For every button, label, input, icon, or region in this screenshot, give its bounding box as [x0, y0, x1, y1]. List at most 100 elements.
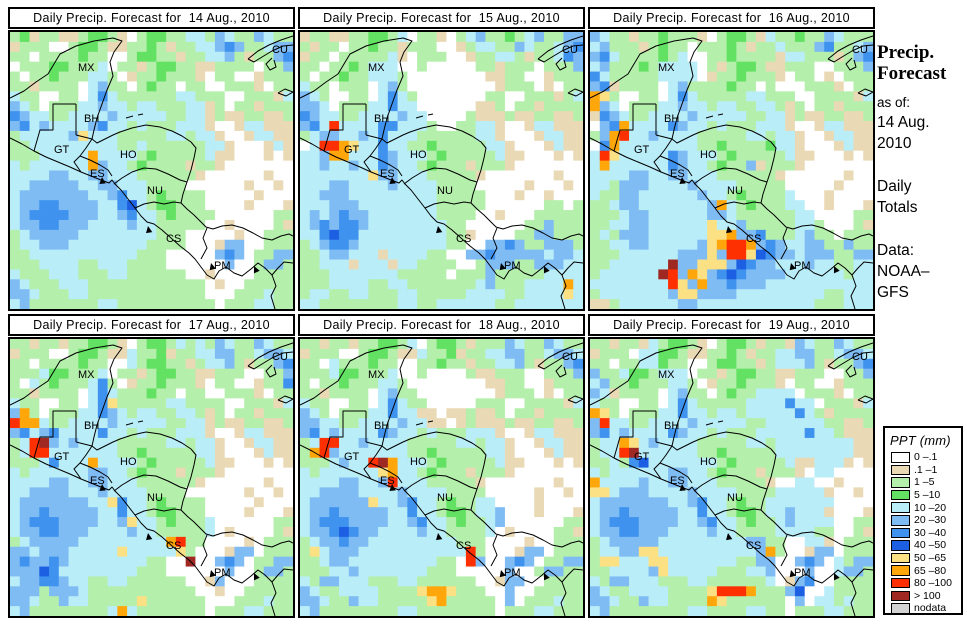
country-label-BH: BH [84, 420, 99, 432]
coastline [613, 103, 656, 152]
legend-swatch [891, 577, 910, 589]
coastline [247, 351, 293, 370]
country-label-GT: GT [634, 144, 650, 156]
panel-title: Daily Precip. Forecast for 15 Aug., 2010 [298, 7, 585, 29]
panel-title: Daily Precip. Forecast for 18 Aug., 2010 [298, 314, 585, 336]
coastline [845, 364, 857, 378]
legend-entry: 20 –30 [891, 514, 961, 527]
map-panel-17aug: Daily Precip. Forecast for 17 Aug., 2010… [8, 314, 295, 618]
country-label-BH: BH [664, 113, 679, 125]
asof-date-line1: 14 Aug. [877, 114, 930, 131]
country-label-BH: BH [664, 420, 679, 432]
coastline [415, 115, 424, 119]
coastline [705, 115, 714, 119]
legend-entry: .1 –1 [891, 464, 961, 477]
coastline [113, 474, 188, 492]
map-panel-15aug: Daily Precip. Forecast for 15 Aug., 2010… [298, 7, 585, 311]
legend-entry: 80 –100 [891, 577, 961, 590]
country-label-NU: NU [727, 492, 743, 504]
coastline [424, 508, 472, 516]
panel-title: Daily Precip. Forecast for 19 Aug., 2010 [588, 314, 875, 336]
country-label-ES: ES [670, 168, 685, 180]
legend-label: > 100 [914, 589, 941, 602]
sidebar-title-line2: Forecast [877, 63, 947, 84]
legend-swatch [891, 502, 910, 513]
data-source-label: Data: [877, 242, 915, 259]
country-label-MX: MX [368, 369, 385, 381]
country-label-NU: NU [437, 185, 453, 197]
coastline [850, 581, 857, 616]
coastline [10, 37, 293, 241]
data-source-line2: GFS [877, 284, 909, 301]
coastline [613, 410, 656, 459]
coastline [134, 508, 182, 516]
coastline [137, 420, 144, 423]
coastline [714, 201, 762, 209]
country-label-ES: ES [670, 475, 685, 487]
legend-entry: 65 –80 [891, 564, 961, 577]
country-label-ES: ES [90, 475, 105, 487]
precip-map-canvas: MX BH GT HO ES NU CS PM CU [8, 337, 295, 618]
legend-entry: 40 –50 [891, 539, 961, 552]
coastline [415, 422, 424, 426]
pointer-arrow-icon [146, 226, 153, 234]
pointer-arrow-icon [389, 484, 396, 491]
country-label-PM: PM [504, 567, 521, 579]
country-label-HO: HO [410, 456, 427, 468]
coastline [555, 364, 567, 378]
country-label-HO: HO [410, 149, 427, 161]
legend-swatch [891, 489, 910, 501]
coastline [10, 344, 293, 548]
sidebar-title-line1: Precip. [877, 42, 935, 63]
panel-title: Daily Precip. Forecast for 16 Aug., 2010 [588, 7, 875, 29]
country-label-ES: ES [90, 168, 105, 180]
country-label-ES: ES [380, 168, 395, 180]
legend-label: .1 –1 [914, 463, 938, 476]
precip-map-canvas: MX BH GT HO ES NU CS PM CU [8, 30, 295, 311]
country-label-PM: PM [794, 567, 811, 579]
country-label-MX: MX [78, 62, 95, 74]
legend-swatch [891, 552, 910, 564]
country-label-PM: PM [794, 260, 811, 272]
coastline [300, 37, 583, 241]
country-label-PM: PM [504, 260, 521, 272]
coastline [567, 395, 583, 404]
country-label-NU: NU [727, 185, 743, 197]
legend-entry: 30 –40 [891, 527, 961, 540]
country-label-HO: HO [120, 149, 137, 161]
legend-entry: 1 –5 [891, 476, 961, 489]
coastline [33, 410, 76, 459]
coastline [705, 422, 714, 426]
data-source-line1: NOAA– [877, 263, 930, 280]
country-label-HO: HO [700, 456, 717, 468]
coastline [537, 342, 583, 367]
pointer-arrow-icon [726, 226, 733, 234]
coastline [555, 57, 567, 71]
map-panel-16aug: Daily Precip. Forecast for 16 Aug., 2010… [588, 7, 875, 311]
coastline [560, 581, 567, 616]
coastline [537, 44, 583, 63]
legend-swatch [891, 590, 910, 602]
legend-swatch [891, 464, 910, 476]
asof-date-line2: 2010 [877, 135, 912, 152]
coastline [693, 474, 768, 492]
country-label-BH: BH [374, 420, 389, 432]
coastline [717, 420, 724, 423]
legend-swatch [891, 527, 910, 539]
country-label-CU: CU [852, 44, 868, 56]
legend-label: 20 –30 [914, 514, 947, 527]
country-label-CS: CS [166, 540, 181, 552]
coastline [403, 474, 478, 492]
coastline [490, 227, 498, 260]
coastline [827, 351, 873, 370]
legend-entry: nodata [891, 602, 961, 615]
legend-label: 1 –5 [914, 476, 935, 489]
country-label-MX: MX [78, 369, 95, 381]
pointer-arrow-icon [726, 533, 733, 541]
legend-swatch [891, 540, 910, 551]
totals-line1: Daily [877, 178, 912, 195]
pointer-arrow-icon [253, 573, 260, 581]
coastline [427, 420, 434, 423]
pointer-arrow-icon [679, 484, 686, 491]
